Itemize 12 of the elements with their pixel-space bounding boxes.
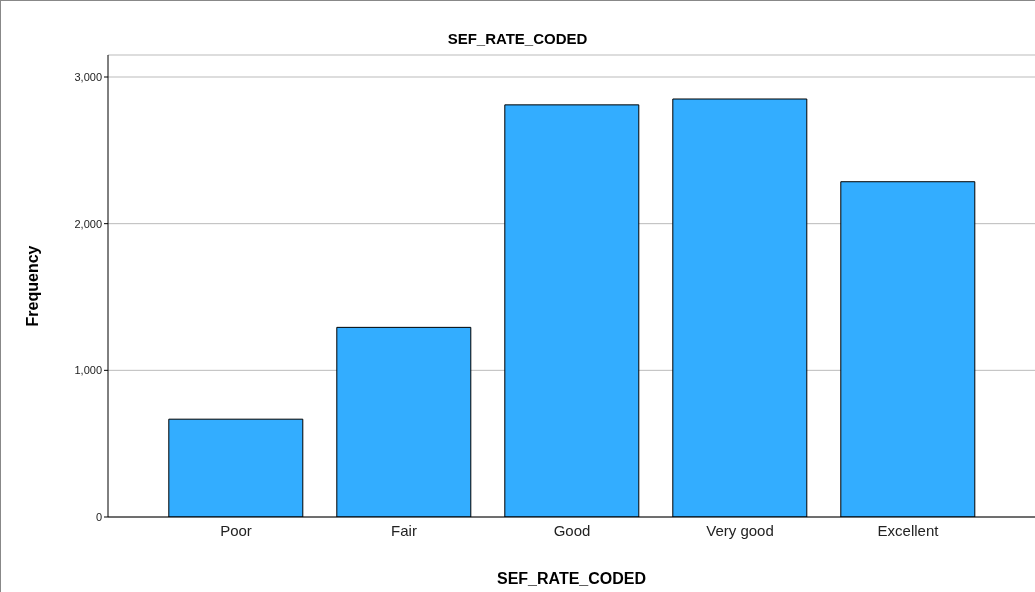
y-tick-label: 0: [95, 510, 102, 523]
y-axis-title: Frequency: [23, 245, 41, 327]
y-tick-label: 3,000: [74, 70, 102, 83]
x-tick-label: Excellent: [877, 521, 940, 539]
x-tick-label: Poor: [220, 521, 252, 539]
y-tick-label: 1,000: [74, 364, 102, 377]
x-tick-label: Fair: [391, 521, 417, 539]
x-tick-label: Very good: [706, 521, 774, 539]
chart-title: SEF_RATE_CODED: [446, 30, 589, 47]
y-tick-label: 2,000: [74, 217, 102, 230]
x-axis-title: SEF_RATE_CODED: [496, 570, 647, 587]
x-tick-label: Good: [553, 521, 591, 539]
